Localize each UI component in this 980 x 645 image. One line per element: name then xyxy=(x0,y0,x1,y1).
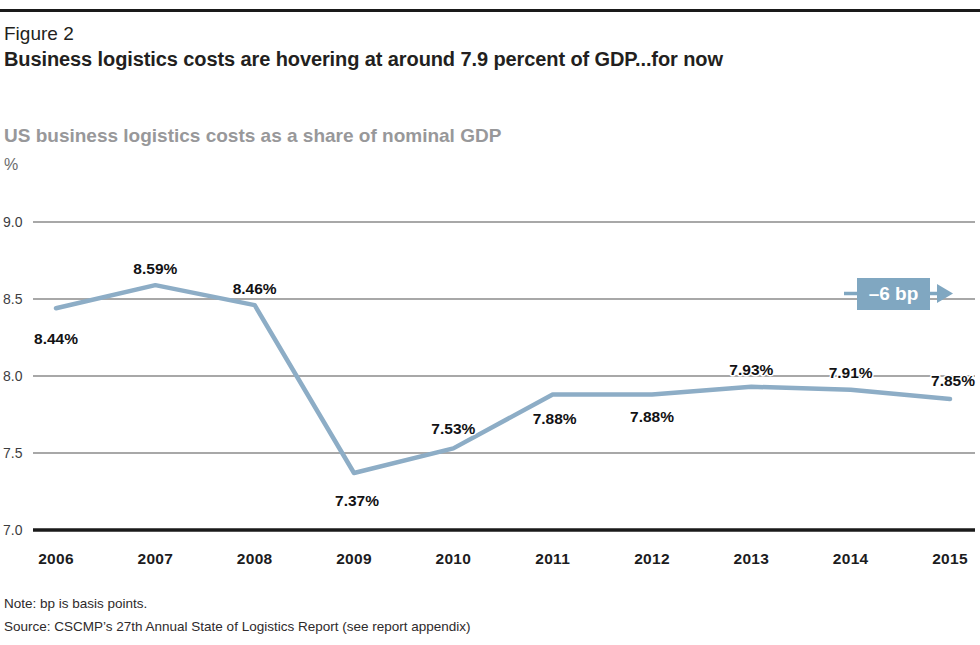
series-line xyxy=(56,285,950,473)
x-tick-label: 2013 xyxy=(733,550,769,567)
x-tick-label: 2007 xyxy=(137,550,173,567)
y-tick-label: 9.0 xyxy=(3,214,23,230)
annotation-arrowhead-icon xyxy=(937,284,953,303)
x-tick-label: 2010 xyxy=(435,550,471,567)
source-text: Source: CSCMP’s 27th Annual State of Log… xyxy=(4,619,471,634)
x-axis-tick-labels: 2006 2007 2008 2009 2010 2011 2012 2013 2014 2015 xyxy=(38,550,968,567)
data-point-label: 7.53% xyxy=(431,420,475,437)
data-point-label: 7.37% xyxy=(335,492,379,509)
data-point-label: 7.88% xyxy=(630,408,674,425)
data-point-labels: 8.44% 8.59% 8.46% 7.37% 7.53% 7.88% 7.88% 7.93%… xyxy=(34,260,975,509)
data-point-label: 7.93% xyxy=(729,361,773,378)
data-point-label: 7.91% xyxy=(829,364,873,381)
x-tick-label: 2011 xyxy=(535,550,570,567)
x-tick-label: 2006 xyxy=(38,550,74,567)
y-tick-label: 7.5 xyxy=(3,445,23,461)
data-point-label: 7.88% xyxy=(533,410,577,427)
x-tick-label: 2014 xyxy=(833,550,869,567)
annotation-arrow-badge: –6 bp xyxy=(844,278,953,310)
x-tick-label: 2009 xyxy=(336,550,372,567)
annotation-badge-label: –6 bp xyxy=(869,283,919,304)
line-chart: 9.0 8.5 8.0 7.5 7.0 2006 2007 2008 2009 2010 2011… xyxy=(0,0,980,645)
y-tick-label: 7.0 xyxy=(3,522,23,538)
data-point-label: 8.59% xyxy=(133,260,177,277)
y-tick-label: 8.5 xyxy=(3,291,23,307)
figure-container: Figure 2 Business logistics costs are ho… xyxy=(0,0,980,645)
x-tick-label: 2008 xyxy=(237,550,273,567)
data-point-label: 8.46% xyxy=(233,280,277,297)
x-tick-label: 2015 xyxy=(932,550,968,567)
data-point-label: 7.85% xyxy=(931,372,975,389)
y-axis-tick-labels: 9.0 8.5 8.0 7.5 7.0 xyxy=(3,214,23,538)
y-tick-label: 8.0 xyxy=(3,368,23,384)
note-text: Note: bp is basis points. xyxy=(4,596,147,611)
x-tick-label: 2012 xyxy=(634,550,670,567)
data-point-label: 8.44% xyxy=(34,330,78,347)
